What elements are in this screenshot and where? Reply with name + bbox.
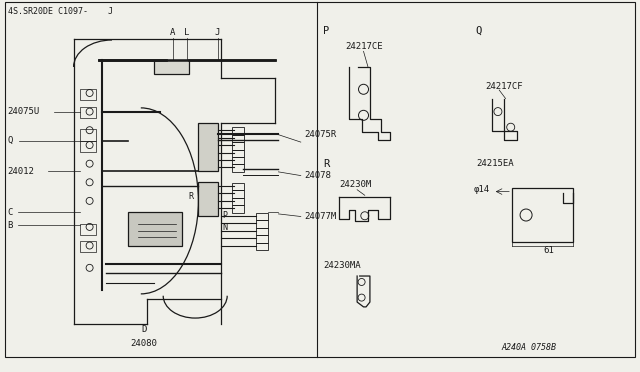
Text: 24217CE: 24217CE [346,42,383,51]
Text: C: C [8,208,13,217]
Bar [232,183,244,190]
Bar [232,142,244,150]
Text: 24230MA: 24230MA [323,262,361,270]
Bar [232,150,244,157]
Text: P: P [223,211,228,220]
Text: J: J [215,28,220,37]
Bar [80,224,96,235]
Bar [232,205,244,213]
Text: 24217CF: 24217CF [485,82,523,91]
Text: 24230M: 24230M [339,180,371,189]
Text: 4S.SR20DE C1097-    J: 4S.SR20DE C1097- J [8,7,113,16]
Bar [256,220,268,228]
Text: D: D [141,326,147,334]
Text: B: B [8,221,13,230]
Bar [128,212,182,246]
Bar [80,129,96,141]
Bar [256,228,268,235]
Bar [256,235,268,243]
Text: L: L [184,28,189,37]
Text: R: R [323,159,330,169]
Bar [80,141,96,152]
Text: 24215EA: 24215EA [477,159,515,168]
Text: A: A [170,28,175,37]
Text: 24075U: 24075U [8,107,40,116]
Text: φ14: φ14 [474,185,490,194]
Bar [80,241,96,252]
Text: 24078: 24078 [304,171,331,180]
Text: 24012: 24012 [8,167,35,176]
Bar [232,127,244,135]
Bar [256,213,268,220]
Text: Q: Q [8,136,13,145]
Text: P: P [323,26,330,35]
Bar [232,157,244,164]
Bar [198,182,218,216]
Text: N: N [223,223,228,232]
Text: 24075R: 24075R [304,130,336,139]
Bar [232,190,244,198]
Bar [256,243,268,250]
Bar [80,89,96,100]
Text: 24080: 24080 [131,339,157,348]
Text: A240A 0758B: A240A 0758B [502,343,557,352]
Text: R: R [189,192,194,201]
Bar [232,198,244,205]
Bar [512,188,573,242]
Bar [232,164,244,172]
Text: 61: 61 [544,246,554,255]
Bar [80,107,96,118]
Bar [198,123,218,171]
Bar [154,60,189,74]
Text: 24077M: 24077M [304,212,336,221]
Bar [232,135,244,142]
Text: Q: Q [475,26,481,35]
